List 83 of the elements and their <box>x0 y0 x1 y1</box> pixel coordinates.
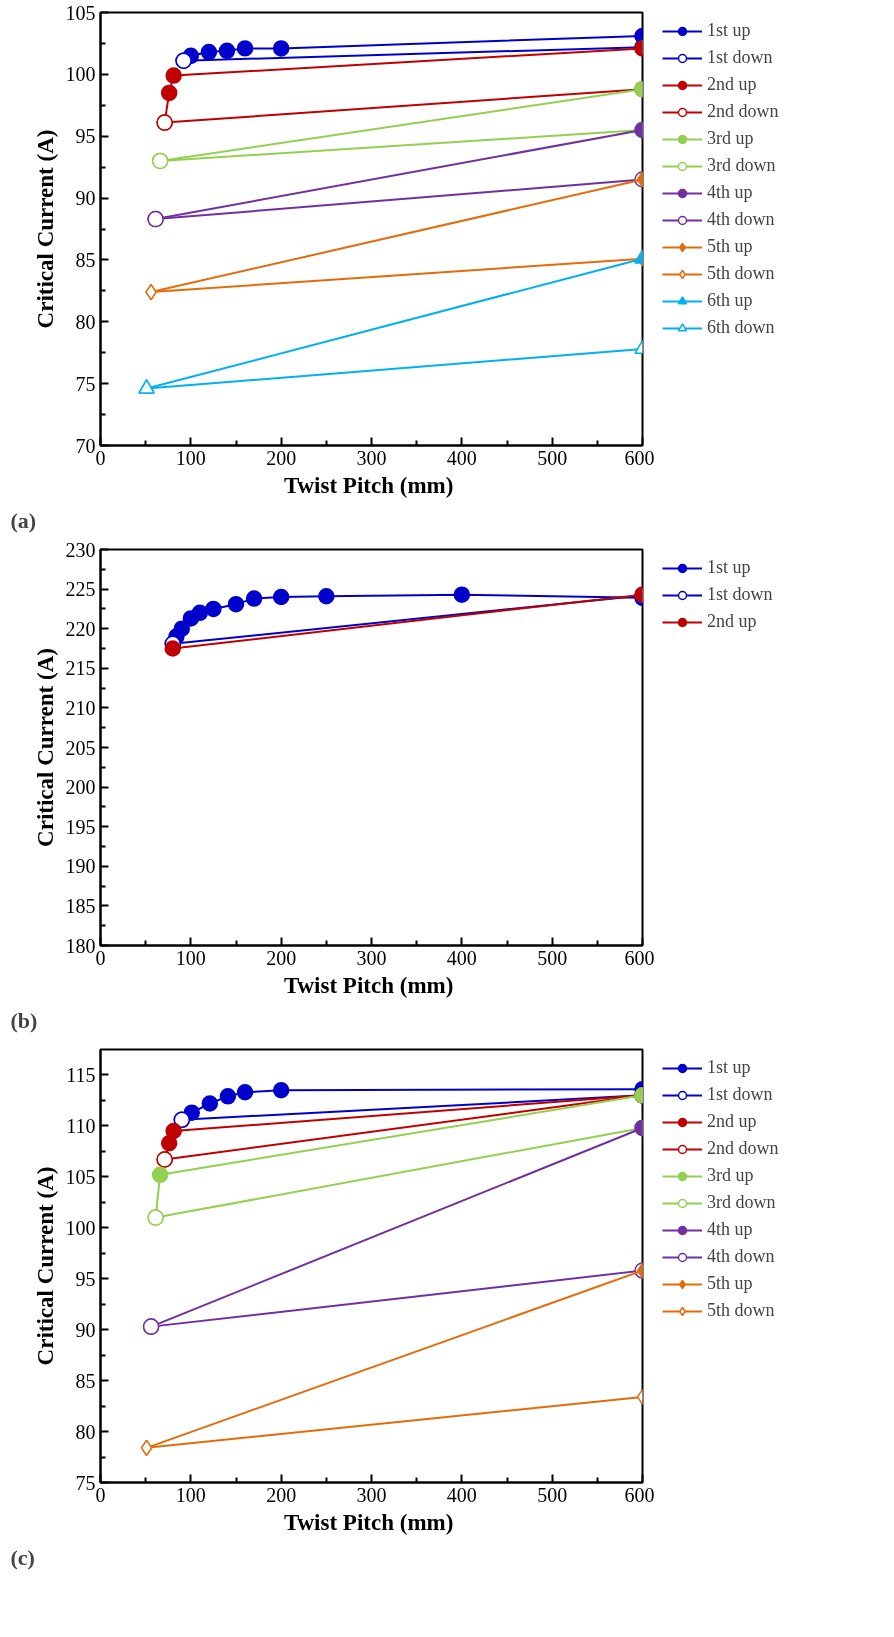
y-tick-label: 70 <box>75 434 96 457</box>
x-tick-label: 300 <box>356 946 387 969</box>
y-tick-label: 80 <box>75 1420 96 1443</box>
legend-label: 2nd down <box>707 101 779 122</box>
x-tick-label: 500 <box>537 946 568 969</box>
y-tick-label: 190 <box>65 855 96 878</box>
x-axis-title: Twist Pitch (mm) <box>283 972 454 998</box>
legend-label: 3rd up <box>707 128 754 149</box>
x-axis-title: Twist Pitch (mm) <box>283 472 454 498</box>
legend-label: 1st down <box>707 1084 773 1105</box>
legend-label: 2nd up <box>707 74 757 95</box>
x-tick-label: 500 <box>537 1483 568 1506</box>
legend-label: 1st down <box>707 584 773 605</box>
y-tick-label: 85 <box>75 248 96 271</box>
x-tick-label: 400 <box>446 1483 477 1506</box>
legend-label: 1st down <box>707 47 773 68</box>
x-tick-label: 100 <box>175 1483 206 1506</box>
x-tick-label: 300 <box>356 1483 387 1506</box>
y-tick-label: 110 <box>66 1114 96 1137</box>
x-tick-label: 600 <box>624 946 655 969</box>
y-tick-label: 215 <box>65 657 96 680</box>
y-tick-label: 115 <box>66 1063 96 1086</box>
x-tick-label: 0 <box>95 446 106 469</box>
x-tick-label: 500 <box>537 446 568 469</box>
x-tick-label: 600 <box>624 1483 655 1506</box>
x-tick-label: 400 <box>446 446 477 469</box>
y-tick-label: 105 <box>65 1 96 24</box>
y-tick-label: 180 <box>65 934 96 957</box>
y-tick-label: 95 <box>75 125 96 148</box>
x-tick-label: 0 <box>95 1483 106 1506</box>
x-tick-label: 300 <box>356 446 387 469</box>
legend-label: 2nd up <box>707 1111 757 1132</box>
y-tick-label: 100 <box>65 63 96 86</box>
legend-label: 3rd up <box>707 1165 754 1186</box>
y-axis-title: Critical Current (A) <box>32 129 58 329</box>
y-tick-label: 185 <box>65 894 96 917</box>
legend-label: 5th up <box>707 1273 753 1294</box>
legend-label: 5th down <box>707 1300 775 1321</box>
y-tick-label: 105 <box>65 1165 96 1188</box>
legend-label: 4th down <box>707 209 775 230</box>
y-tick-label: 220 <box>65 617 96 640</box>
text: (b) <box>10 1007 38 1033</box>
y-tick-label: 90 <box>75 1318 96 1341</box>
y-tick-label: 210 <box>65 696 96 719</box>
legend-label: 3rd down <box>707 1192 776 1213</box>
legend-label: 2nd up <box>707 611 757 632</box>
y-tick-label: 225 <box>65 578 96 601</box>
y-tick-label: 200 <box>65 776 96 799</box>
y-tick-label: 230 <box>65 538 96 561</box>
text: (c) <box>10 1544 35 1570</box>
x-tick-label: 600 <box>624 446 655 469</box>
x-tick-label: 100 <box>175 946 206 969</box>
x-axis-title: Twist Pitch (mm) <box>283 1509 454 1535</box>
y-tick-label: 75 <box>75 372 96 395</box>
y-tick-label: 85 <box>75 1369 96 1392</box>
legend-label: 3rd down <box>707 155 776 176</box>
legend-label: 4th down <box>707 1246 775 1267</box>
legend-label: 4th up <box>707 182 753 203</box>
y-tick-label: 75 <box>75 1471 96 1494</box>
y-tick-label: 205 <box>65 736 96 759</box>
legend-label: 1st up <box>707 20 751 41</box>
y-axis-title: Critical Current (A) <box>32 1166 58 1366</box>
legend-label: 4th up <box>707 1219 753 1240</box>
legend-label: 1st up <box>707 557 751 578</box>
legend-label: 6th up <box>707 290 753 311</box>
y-tick-label: 195 <box>65 815 96 838</box>
legend-label: 6th down <box>707 317 775 338</box>
legend-label: 2nd down <box>707 1138 779 1159</box>
legend-label: 5th up <box>707 236 753 257</box>
y-tick-label: 80 <box>75 310 96 333</box>
x-tick-label: 100 <box>175 446 206 469</box>
y-tick-label: 90 <box>75 187 96 210</box>
x-tick-label: 0 <box>95 946 106 969</box>
x-tick-label: 200 <box>266 946 297 969</box>
y-axis-title: Critical Current (A) <box>32 648 58 847</box>
legend-label: 5th down <box>707 263 775 284</box>
text: (a) <box>10 507 37 533</box>
y-tick-label: 100 <box>65 1216 96 1239</box>
legend-label: 1st up <box>707 1057 751 1078</box>
x-tick-label: 200 <box>266 446 297 469</box>
x-tick-label: 400 <box>446 946 477 969</box>
x-tick-label: 200 <box>266 1483 297 1506</box>
y-tick-label: 95 <box>75 1267 96 1290</box>
